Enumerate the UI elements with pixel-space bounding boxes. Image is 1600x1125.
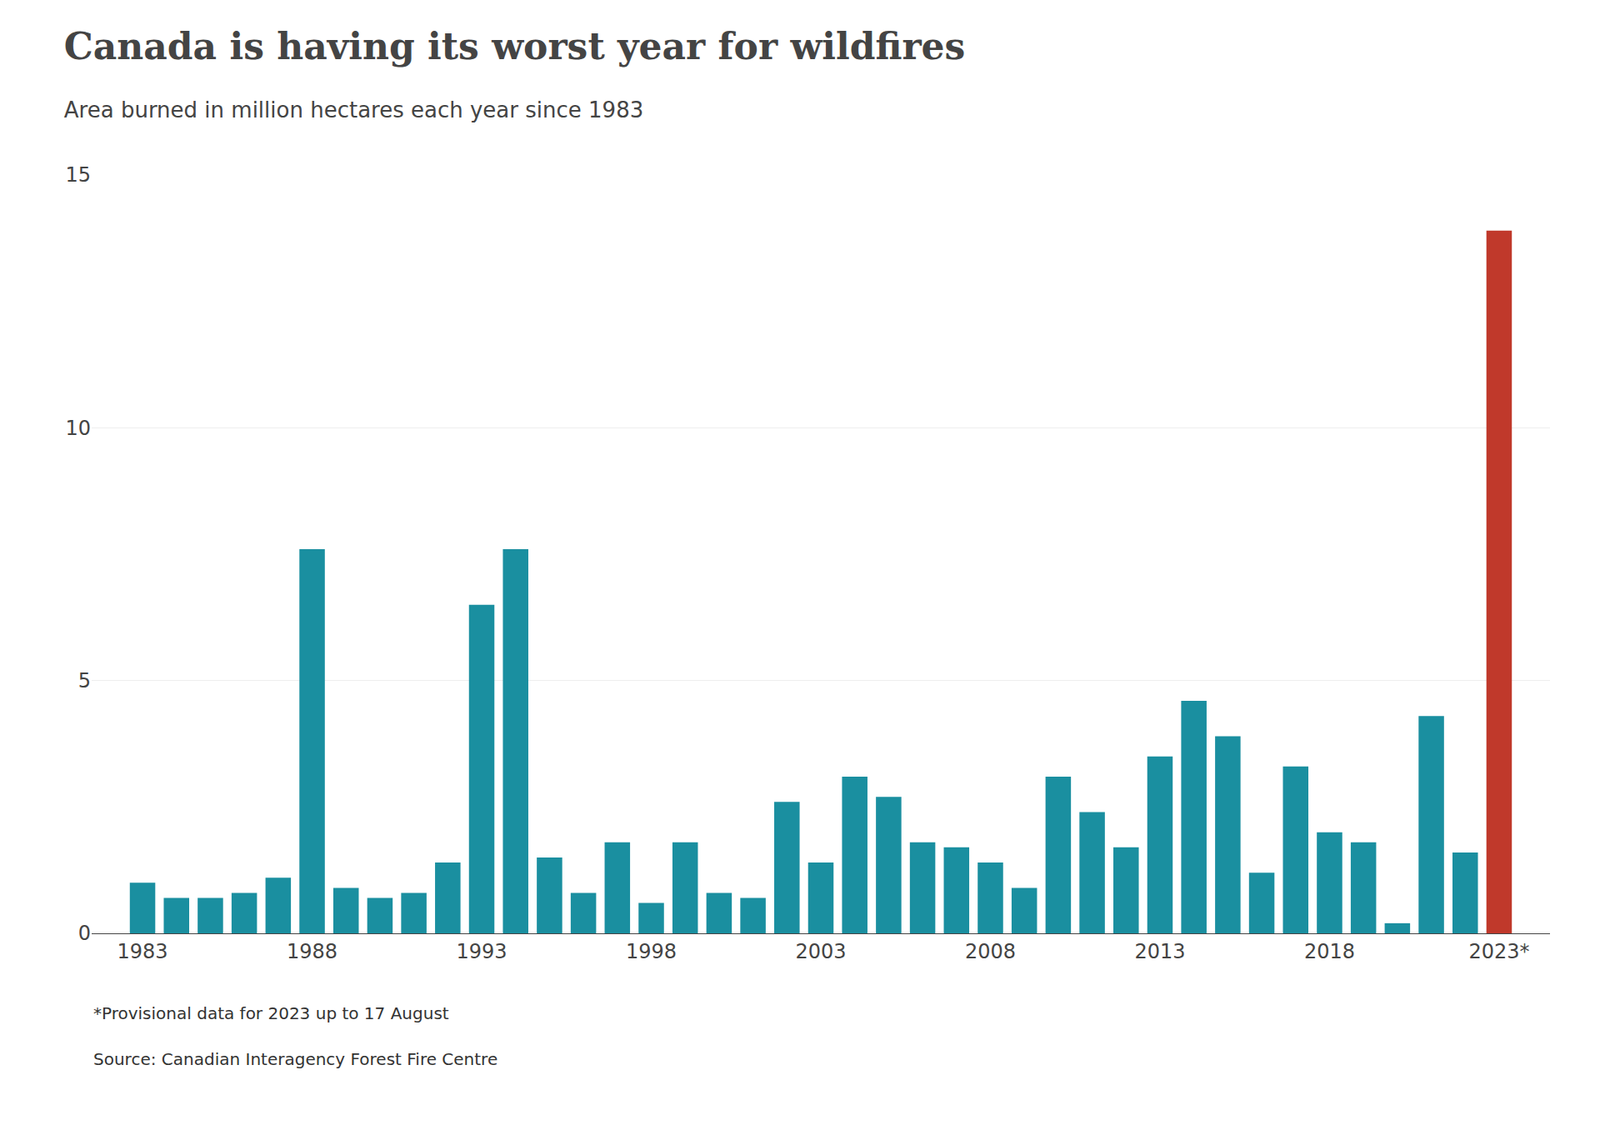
svg-text:1988: 1988	[286, 940, 338, 964]
svg-text:Canada is having its worst yea: Canada is having its worst year for wild…	[64, 25, 966, 68]
svg-text:Area burned in million hectare: Area burned in million hectares each yea…	[64, 97, 644, 123]
svg-text:1993: 1993	[455, 940, 507, 964]
svg-text:Source: Canadian Interagency F: Source: Canadian Interagency Forest Fire…	[93, 1049, 498, 1070]
svg-text:1983: 1983	[117, 940, 169, 964]
svg-text:2023*: 2023*	[1468, 940, 1530, 964]
svg-text:10: 10	[65, 416, 91, 440]
svg-text:*Provisional data for 2023 up: *Provisional data for 2023 up to 17 Augu…	[93, 1003, 450, 1024]
svg-text:15: 15	[65, 163, 91, 187]
svg-text:2018: 2018	[1304, 940, 1355, 964]
svg-text:5: 5	[78, 669, 91, 693]
svg-text:2013: 2013	[1134, 940, 1185, 964]
svg-text:2008: 2008	[965, 940, 1016, 964]
svg-text:1998: 1998	[625, 940, 677, 964]
svg-text:0: 0	[78, 921, 91, 945]
svg-text:2003: 2003	[795, 940, 846, 964]
